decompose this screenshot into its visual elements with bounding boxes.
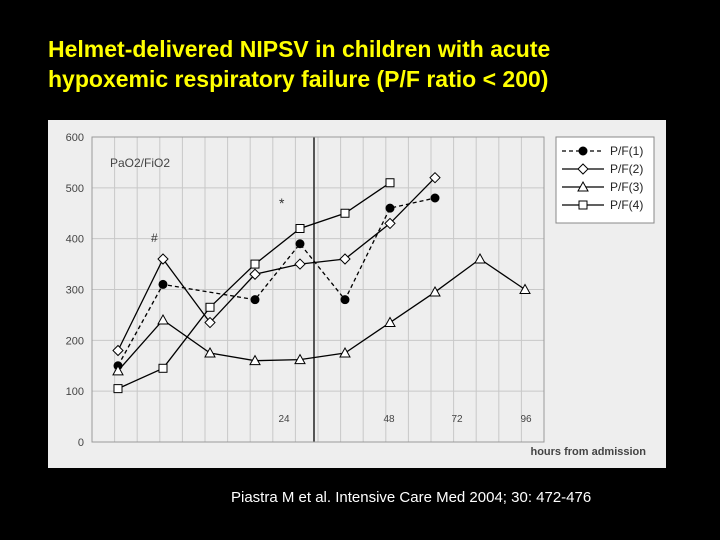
legend-label: P/F(4) — [610, 198, 643, 212]
data-point-series-4 — [113, 384, 123, 394]
data-point-series-1 — [295, 239, 305, 249]
annotation-hash: # — [151, 231, 158, 245]
data-point-series-1 — [430, 193, 440, 203]
data-point-series-4 — [205, 302, 215, 312]
data-point-series-2 — [429, 171, 441, 184]
y-tick-label: 0 — [78, 437, 84, 449]
legend-marker — [578, 200, 588, 210]
title-line-1: Helmet-delivered NIPSV in children with … — [48, 36, 551, 62]
data-point-series-2 — [294, 258, 306, 270]
data-point-series-4 — [250, 259, 260, 269]
data-point-series-3 — [204, 347, 216, 358]
data-point-series-3 — [112, 364, 124, 376]
legend-marker — [577, 180, 589, 192]
data-point-series-4 — [385, 178, 395, 188]
data-point-series-3 — [249, 354, 261, 366]
data-point-series-1 — [340, 295, 350, 305]
legend-label: P/F(2) — [610, 162, 643, 176]
data-point-series-3 — [339, 347, 351, 358]
series-line-3 — [117, 258, 526, 372]
annotation-star: * — [279, 195, 285, 211]
x-axis-title: hours from admission — [530, 446, 646, 458]
y-tick-label: 300 — [66, 285, 84, 297]
legend-label: P/F(3) — [610, 180, 643, 194]
x-time-label: 48 — [383, 414, 395, 425]
plot-border — [91, 136, 545, 443]
data-point-series-1 — [385, 203, 395, 213]
data-point-series-3 — [157, 313, 169, 325]
data-point-series-3 — [429, 286, 441, 297]
citation: Piastra M et al. Intensive Care Med 2004… — [231, 489, 592, 506]
y-tick-label: 100 — [66, 386, 84, 398]
data-point-series-1 — [158, 279, 168, 289]
data-point-series-3 — [519, 283, 531, 294]
y-axis-title: PaO2/FiO2 — [110, 156, 170, 170]
x-time-label: 72 — [451, 414, 463, 425]
legend-marker — [578, 146, 588, 156]
data-point-series-2 — [339, 253, 351, 265]
data-point-series-3 — [474, 252, 486, 264]
data-point-series-3 — [294, 353, 306, 365]
y-tick-label: 600 — [66, 132, 84, 144]
y-tick-label: 400 — [66, 234, 84, 246]
data-point-series-2 — [204, 316, 216, 329]
y-tick-label: 500 — [66, 183, 84, 195]
data-point-series-4 — [158, 363, 168, 373]
x-time-label: 96 — [520, 414, 532, 425]
line-chart: 0 100 200 300 400 500 600 PaO2/FiO2 * #24 48 72 96 ho… — [48, 120, 666, 468]
x-time-label: 24 — [278, 414, 290, 425]
data-point-series-2 — [249, 268, 261, 280]
y-tick-label: 200 — [66, 335, 84, 347]
chart-panel: 0 100 200 300 400 500 600 PaO2/FiO2 * #24 48 72 96 ho… — [48, 120, 666, 468]
data-point-series-2 — [384, 217, 396, 230]
title-line-2: hypoxemic respiratory failure (P/F ratio… — [48, 66, 549, 92]
data-point-series-2 — [157, 253, 169, 265]
data-point-series-3 — [384, 316, 396, 328]
legend-marker — [577, 163, 589, 175]
data-point-series-4 — [340, 208, 350, 218]
legend-label: P/F(1) — [610, 144, 643, 158]
slide-title: Helmet-delivered NIPSV in children with … — [48, 34, 688, 94]
series-line-2 — [117, 177, 436, 351]
data-point-series-1 — [250, 295, 260, 305]
data-point-series-4 — [295, 224, 305, 233]
data-point-series-2 — [112, 344, 124, 357]
